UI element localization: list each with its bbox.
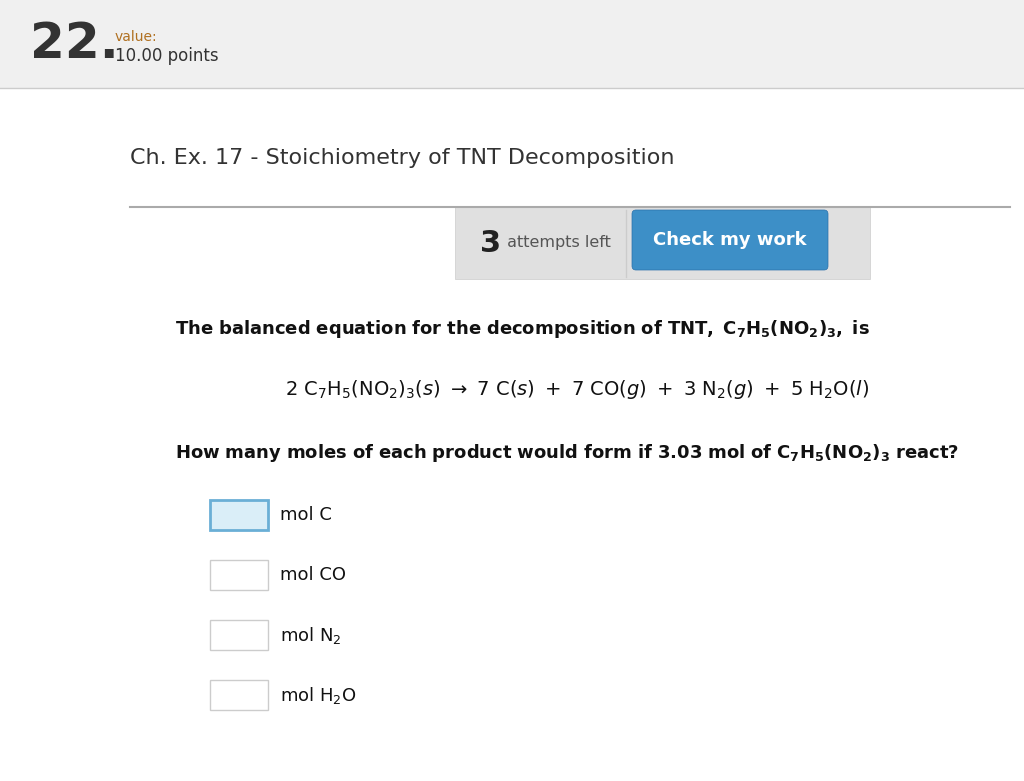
Text: Check my work: Check my work [653,231,807,249]
Text: 3: 3 [480,229,501,258]
FancyBboxPatch shape [455,207,870,279]
Text: 22.: 22. [30,20,119,68]
FancyBboxPatch shape [210,560,268,590]
Text: mol $\mathrm{N_2}$: mol $\mathrm{N_2}$ [280,625,342,646]
Text: 10.00 points: 10.00 points [115,47,219,65]
Text: $\mathrm{2\ C_7H_5(NO_2)_3(}$$\mathit{s}$$\mathrm{)\ \rightarrow\ 7\ C(}$$\mathi: $\mathrm{2\ C_7H_5(NO_2)_3(}$$\mathit{s}… [285,378,869,401]
FancyBboxPatch shape [210,680,268,710]
FancyBboxPatch shape [210,620,268,650]
Text: mol C: mol C [280,506,332,524]
Text: mol $\mathrm{H_2O}$: mol $\mathrm{H_2O}$ [280,684,356,705]
FancyBboxPatch shape [0,0,1024,88]
Text: $\mathbf{The\ balanced\ equation\ for\ the\ decomposition\ of\ TNT,\ C_7H_5(NO_2: $\mathbf{The\ balanced\ equation\ for\ t… [175,318,869,340]
Text: Ch. Ex. 17 - Stoichiometry of TNT Decomposition: Ch. Ex. 17 - Stoichiometry of TNT Decomp… [130,148,675,168]
Text: attempts left: attempts left [502,236,611,251]
FancyBboxPatch shape [210,500,268,530]
Text: $\mathbf{How\ many\ moles\ of\ each\ product\ would\ form\ if\ 3.03\ mol\ of\ C_: $\mathbf{How\ many\ moles\ of\ each\ pro… [175,442,959,464]
Text: value:: value: [115,30,158,44]
FancyBboxPatch shape [632,210,828,270]
Text: mol CO: mol CO [280,566,346,584]
